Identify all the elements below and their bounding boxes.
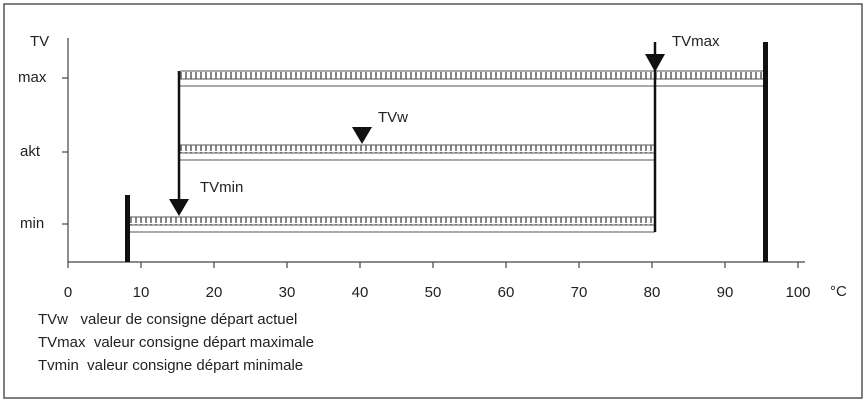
marker-label: TVmin bbox=[200, 179, 243, 196]
band-min bbox=[130, 216, 655, 233]
tvw-arrow bbox=[352, 127, 372, 144]
y-level: min bbox=[20, 215, 44, 232]
x-tick-label: 20 bbox=[206, 284, 223, 301]
legend-item: TVw valeur de consigne départ actuel bbox=[38, 311, 297, 328]
x-tick-label: 90 bbox=[717, 284, 734, 301]
y-level: max bbox=[18, 69, 47, 86]
x-tick-label: 0 bbox=[64, 284, 72, 301]
band-max bbox=[180, 70, 765, 87]
x-tick-label: 50 bbox=[425, 284, 442, 301]
y-level: akt bbox=[20, 143, 41, 160]
legend-item: Tvmin valeur consigne départ minimale bbox=[38, 357, 303, 374]
x-tick-label: 60 bbox=[498, 284, 515, 301]
tvmax-arrow bbox=[645, 54, 665, 72]
y-ticks bbox=[62, 77, 68, 225]
x-ticks: 0 10 20 30 40 50 60 70 80 90 100 bbox=[64, 262, 811, 301]
band-akt bbox=[180, 144, 655, 161]
x-axis-unit: °C bbox=[830, 283, 847, 300]
legend-item: TVmax valeur consigne départ maximale bbox=[38, 334, 314, 351]
x-tick-label: 80 bbox=[644, 284, 661, 301]
marker-label: TVmax bbox=[672, 33, 720, 50]
y-axis-title: TV bbox=[30, 33, 49, 50]
tvmin-arrow bbox=[169, 199, 189, 216]
x-tick-label: 30 bbox=[279, 284, 296, 301]
frame bbox=[3, 3, 863, 399]
x-tick-label: 70 bbox=[571, 284, 588, 301]
limit-bar bbox=[763, 42, 768, 262]
x-tick-label: 40 bbox=[352, 284, 369, 301]
x-tick-label: 10 bbox=[133, 284, 150, 301]
marker-label: TVw bbox=[378, 109, 408, 126]
x-tick-label: 100 bbox=[785, 284, 810, 301]
limit-bar bbox=[125, 195, 130, 262]
